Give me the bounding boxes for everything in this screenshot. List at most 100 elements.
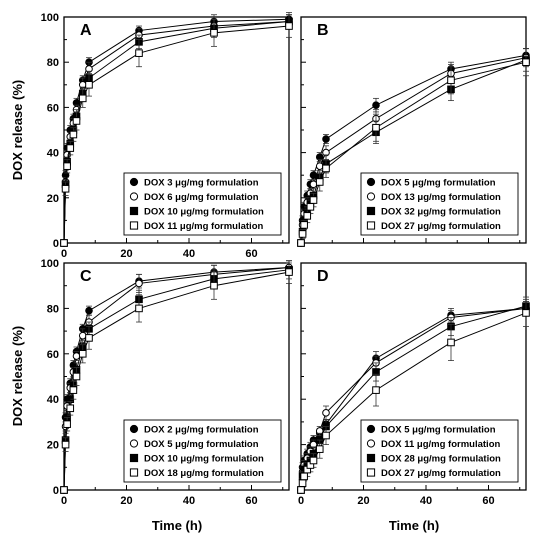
data-point — [69, 130, 78, 139]
data-point — [522, 58, 530, 67]
data-point — [297, 239, 305, 247]
legend-marker — [129, 177, 139, 187]
data-point — [78, 350, 87, 358]
data-point — [306, 203, 315, 211]
x-tick-label: 0 — [61, 495, 67, 507]
data-point — [372, 101, 380, 109]
data-point — [372, 123, 380, 132]
series-4 — [60, 14, 293, 247]
data-point — [69, 386, 78, 394]
y-tick-label: 80 — [47, 303, 59, 315]
legend-marker — [366, 177, 376, 187]
data-point — [309, 196, 318, 204]
data-point — [322, 164, 330, 173]
data-point — [72, 352, 81, 360]
legend-entry: DOX 27 μg/mg formulation — [381, 221, 501, 232]
legend: DOX 2 μg/mg formulation DOX 5 μg/mg formu… — [123, 419, 282, 483]
data-point — [85, 81, 93, 89]
data-point — [60, 486, 68, 494]
panel-c: 0 20 40 60 0 20 40 60 80 100 C DOX 2 μg/mg formulat… — [41, 258, 293, 507]
data-point — [315, 445, 324, 453]
data-point — [297, 486, 305, 494]
legend-marker — [129, 424, 139, 434]
x-tick-label: 0 — [298, 495, 304, 507]
data-point — [300, 221, 308, 229]
legend-entry: DOX 27 μg/mg formulation — [381, 468, 501, 479]
legend-entry: DOX 11 μg/mg formulation — [381, 439, 500, 450]
legend-marker — [129, 192, 139, 201]
legend-marker — [129, 453, 139, 463]
x-tick-label: 60 — [245, 248, 257, 260]
legend-entry: DOX 5 μg/mg formulation — [381, 178, 496, 189]
data-point — [447, 76, 455, 85]
panels: 0 20 40 60 0 20 40 60 80 100 A DOX 3 μg/mg formulat… — [41, 12, 530, 507]
x-tick-label: 40 — [183, 248, 195, 260]
x-tick-label: 40 — [183, 495, 195, 507]
data-point — [298, 479, 307, 487]
y-tick-label: 0 — [53, 485, 59, 497]
legend-entry: DOX 6 μg/mg formulation — [144, 192, 259, 203]
legend-entry: DOX 5 μg/mg formulation — [144, 439, 259, 450]
legend: DOX 3 μg/mg formulation DOX 6 μg/mg formu… — [123, 172, 282, 236]
legend-marker — [366, 439, 376, 448]
y-axis-label-bottom: DOX release (%) — [10, 326, 25, 426]
panel-label: A — [80, 22, 92, 39]
x-axis-label-right: Time (h) — [389, 518, 439, 533]
legend-marker — [366, 206, 376, 216]
data-point — [322, 135, 330, 143]
data-point — [72, 117, 81, 125]
legend-entry: DOX 10 μg/mg formulation — [144, 454, 264, 465]
legend-entry: DOX 5 μg/mg formulation — [381, 425, 496, 436]
y-tick-label: 100 — [41, 12, 59, 24]
x-tick-label: 0 — [61, 248, 67, 260]
x-tick-label: 60 — [245, 495, 257, 507]
data-point — [285, 268, 293, 276]
y-tick-label: 40 — [47, 394, 59, 406]
legend-marker — [129, 468, 139, 477]
data-point — [85, 334, 93, 342]
legend-entry: DOX 2 μg/mg formulation — [144, 425, 259, 436]
data-point — [300, 472, 308, 481]
panel-label: C — [80, 268, 92, 285]
series-4 — [297, 48, 530, 247]
x-tick-label: 20 — [120, 248, 132, 260]
data-point — [447, 338, 455, 347]
data-point — [72, 372, 81, 381]
y-tick-label: 0 — [53, 238, 59, 250]
data-point — [322, 409, 330, 417]
legend-marker — [366, 468, 376, 477]
y-tick-label: 100 — [41, 258, 59, 270]
data-point — [135, 304, 143, 313]
series-4 — [297, 298, 530, 494]
x-tick-label: 60 — [482, 495, 494, 507]
legend-marker — [366, 424, 376, 434]
data-point — [66, 404, 75, 413]
legend-entry: DOX 3 μg/mg formulation — [144, 178, 259, 189]
x-tick-label: 20 — [357, 495, 369, 507]
data-point — [309, 456, 318, 465]
data-point — [322, 431, 330, 440]
legend-box — [123, 172, 282, 236]
legend: DOX 5 μg/mg formulation DOX 11 μg/mg form… — [360, 419, 519, 483]
data-point — [78, 331, 87, 340]
y-tick-label: 20 — [47, 193, 59, 205]
legend-marker — [366, 221, 376, 230]
data-point — [85, 306, 93, 315]
y-tick-label: 60 — [47, 349, 59, 361]
legend-entry: DOX 11 μg/mg formulation — [144, 221, 263, 232]
data-point — [210, 281, 218, 290]
panel-b: B DOX 5 μg/mg formulation DOX 13 μg/mg for… — [297, 16, 530, 247]
legend-entry: DOX 28 μg/mg formulation — [381, 454, 501, 465]
data-point — [135, 279, 143, 288]
data-point — [522, 309, 530, 317]
panel-d: 0 20 40 60 D DOX 5 μg/mg formulation DOX 11 μg… — [297, 262, 530, 507]
data-point — [315, 162, 324, 170]
legend-entry: DOX 32 μg/mg formulation — [381, 207, 501, 218]
legend-marker — [129, 439, 139, 448]
data-point — [78, 94, 87, 103]
legend-box — [123, 419, 282, 483]
data-point — [60, 239, 68, 247]
legend-box — [360, 419, 519, 483]
panel-a: 0 20 40 60 0 20 40 60 80 100 A DOX 3 μg/mg formulat… — [41, 12, 293, 260]
data-point — [66, 144, 75, 152]
